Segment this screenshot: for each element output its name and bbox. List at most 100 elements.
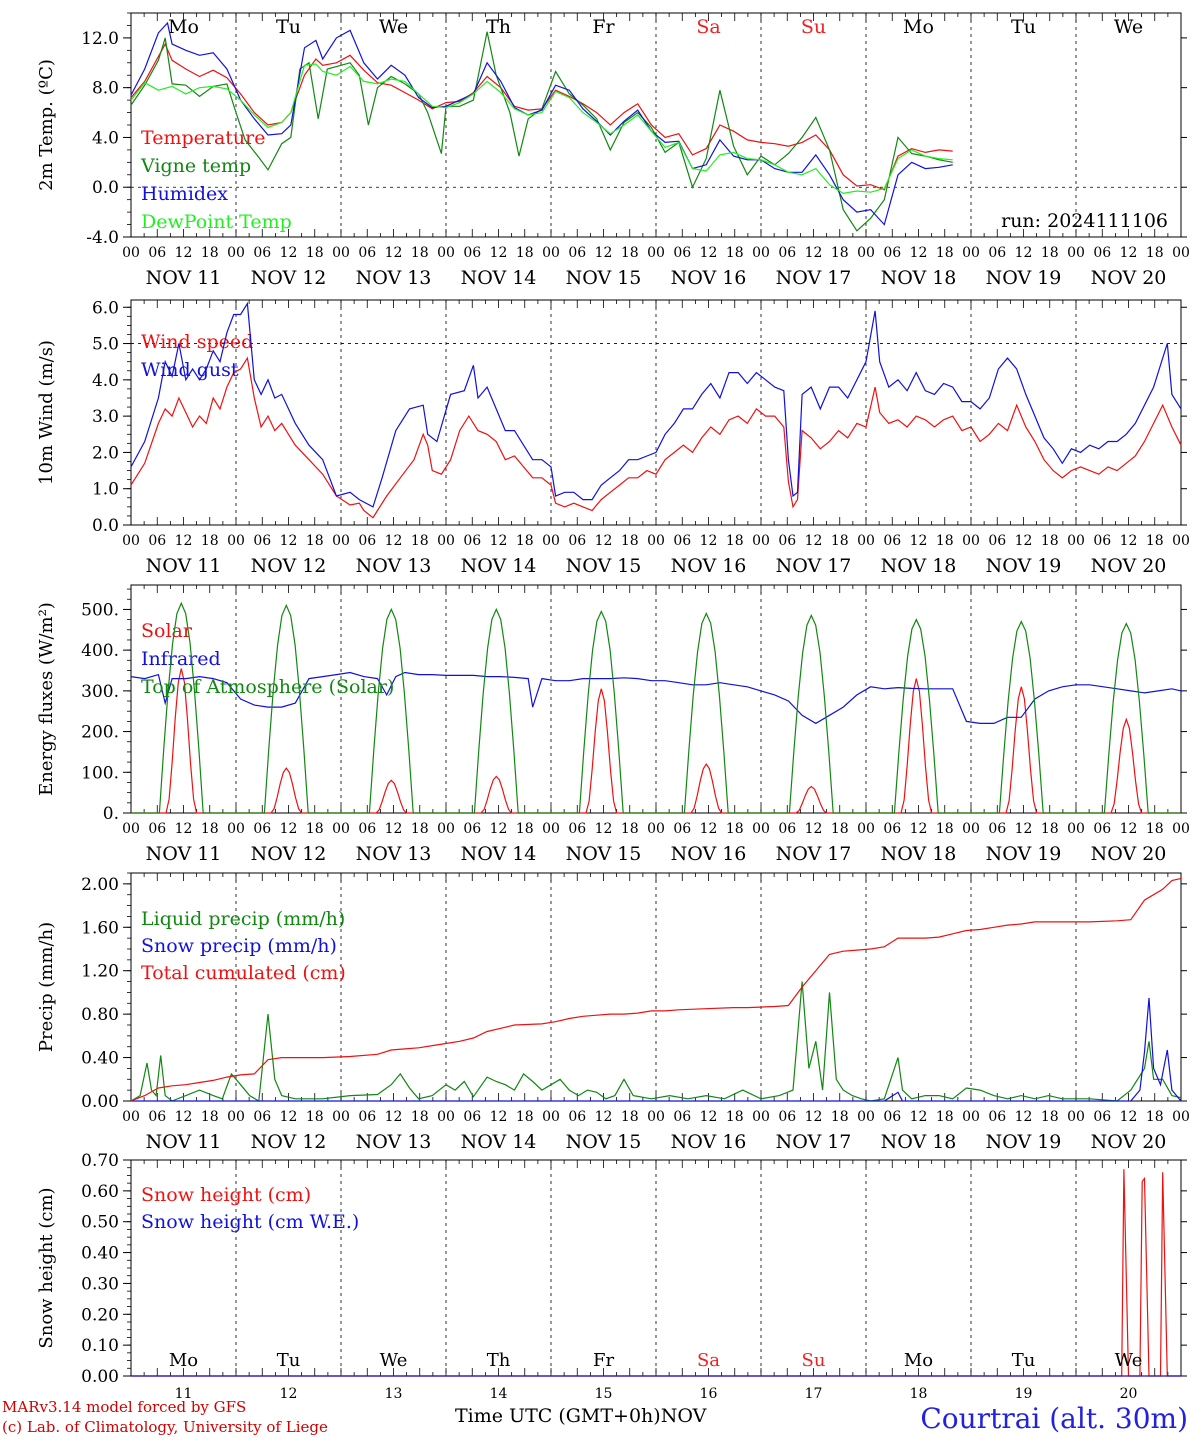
hour-tick-label: 12 <box>1120 821 1138 837</box>
x-axis-title: Time UTC (GMT+0h)NOV <box>455 1405 706 1427</box>
weekday-label: We <box>1115 1350 1143 1371</box>
weekday-label: Tu <box>1012 1350 1036 1371</box>
series-line-vigne-temp <box>130 31 953 232</box>
hour-tick-label: 18 <box>1146 1109 1164 1125</box>
hour-tick-label: 18 <box>1146 245 1164 261</box>
hour-tick-label: 06 <box>463 533 481 549</box>
hour-tick-label: 00 <box>1172 821 1190 837</box>
day-label: NOV 16 <box>671 843 747 865</box>
hour-tick-label: 12 <box>1015 533 1033 549</box>
day-label: NOV 12 <box>251 555 327 577</box>
hour-tick-label: 00 <box>227 821 245 837</box>
day-label: NOV 15 <box>566 843 642 865</box>
series-line-total-cumulated-cm- <box>130 877 1182 1102</box>
y-tick-label: 4.0 <box>92 371 119 391</box>
hour-tick-label: 12 <box>595 1109 613 1125</box>
hour-tick-label: 06 <box>778 821 796 837</box>
hour-tick-label: 06 <box>883 245 901 261</box>
day-label: NOV 20 <box>1091 267 1167 289</box>
hour-tick-label: 06 <box>463 1109 481 1125</box>
hour-tick-label: 06 <box>148 245 166 261</box>
hour-tick-label: 06 <box>148 821 166 837</box>
hour-tick-label: 00 <box>542 245 560 261</box>
y-tick-label: 0.10 <box>81 1336 119 1356</box>
hour-tick-label: 00 <box>122 245 140 261</box>
day-number-label: 11 <box>175 1386 193 1402</box>
hour-tick-label: 12 <box>1015 821 1033 837</box>
day-label: NOV 19 <box>986 1131 1062 1153</box>
hour-tick-label: 12 <box>700 1109 718 1125</box>
hour-tick-label: 18 <box>621 533 639 549</box>
y-axis-label: Precip (mm/h) <box>36 922 57 1052</box>
y-tick-label: 1.20 <box>81 962 119 982</box>
day-label: NOV 18 <box>881 843 957 865</box>
hour-tick-label: 00 <box>1172 1109 1190 1125</box>
series-line-wind-speed <box>130 356 1182 519</box>
day-label: NOV 12 <box>251 843 327 865</box>
day-label: NOV 14 <box>461 555 537 577</box>
hour-tick-label: 00 <box>962 245 980 261</box>
hour-tick-label: 12 <box>805 245 823 261</box>
y-tick-label: 0.70 <box>81 1151 119 1171</box>
legend-entry: Total cumulated (cm) <box>141 962 346 984</box>
hour-tick-label: 18 <box>831 533 849 549</box>
hour-tick-label: 18 <box>1146 821 1164 837</box>
hour-tick-label: 00 <box>647 533 665 549</box>
hour-tick-label: 12 <box>1120 533 1138 549</box>
weekday-label: We <box>379 16 408 38</box>
weekday-label: Sa <box>697 1350 720 1371</box>
day-label: NOV 18 <box>881 1131 957 1153</box>
hour-tick-label: 06 <box>778 1109 796 1125</box>
legend-entry: Wind speed <box>141 331 253 353</box>
hour-tick-label: 06 <box>463 821 481 837</box>
hour-tick-label: 18 <box>1041 245 1059 261</box>
hour-tick-label: 00 <box>332 821 350 837</box>
y-tick-label: 0.40 <box>81 1049 119 1069</box>
hour-tick-label: 12 <box>175 533 193 549</box>
hour-tick-label: 12 <box>910 821 928 837</box>
hour-tick-label: 00 <box>542 821 560 837</box>
y-tick-label: 0.30 <box>81 1274 119 1294</box>
y-tick-label: 2.00 <box>81 875 119 895</box>
y-tick-label: 6.0 <box>92 298 119 318</box>
day-label: NOV 14 <box>461 843 537 865</box>
hour-tick-label: 12 <box>385 533 403 549</box>
hour-tick-label: 06 <box>568 821 586 837</box>
hour-tick-label: 06 <box>1093 821 1111 837</box>
hour-tick-label: 06 <box>148 533 166 549</box>
hour-tick-label: 06 <box>253 245 271 261</box>
day-label: NOV 11 <box>146 843 222 865</box>
hour-tick-label: 12 <box>595 821 613 837</box>
series-line-wind-gust <box>130 301 1182 508</box>
hour-tick-label: 06 <box>568 245 586 261</box>
weekday-label: Mo <box>168 16 199 38</box>
hour-tick-label: 00 <box>857 245 875 261</box>
hour-tick-label: 00 <box>542 533 560 549</box>
hour-tick-label: 00 <box>752 533 770 549</box>
hour-tick-label: 12 <box>175 1109 193 1125</box>
hour-tick-label: 06 <box>883 821 901 837</box>
day-number-label: 14 <box>490 1386 508 1402</box>
day-label: NOV 18 <box>881 555 957 577</box>
day-label: NOV 12 <box>251 1131 327 1153</box>
hour-tick-label: 06 <box>253 821 271 837</box>
hour-tick-label: 12 <box>595 245 613 261</box>
hour-tick-label: 12 <box>700 533 718 549</box>
hour-tick-label: 12 <box>280 533 298 549</box>
hour-tick-label: 06 <box>358 821 376 837</box>
day-label: NOV 19 <box>986 843 1062 865</box>
hour-tick-label: 18 <box>621 245 639 261</box>
day-label: NOV 20 <box>1091 555 1167 577</box>
day-number-label: 16 <box>700 1386 718 1402</box>
y-tick-label: 0.60 <box>81 1182 119 1202</box>
hour-tick-label: 18 <box>831 245 849 261</box>
day-label: NOV 14 <box>461 267 537 289</box>
y-axis-label: Energy fluxes (W/m²) <box>36 602 57 796</box>
hour-tick-label: 00 <box>962 1109 980 1125</box>
legend-entry: Wind gust <box>141 359 239 381</box>
day-label: NOV 13 <box>356 1131 432 1153</box>
day-number-label: 20 <box>1120 1386 1138 1402</box>
series-line-liquid-precip-mm-h- <box>130 981 1182 1102</box>
weekday-label: We <box>1114 16 1143 38</box>
hour-tick-label: 00 <box>1067 821 1085 837</box>
